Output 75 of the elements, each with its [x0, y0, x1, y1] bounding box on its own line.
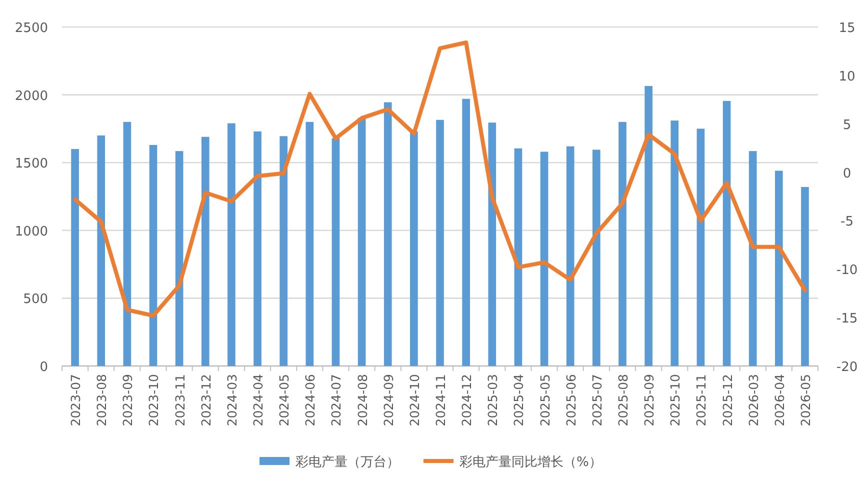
x-tick-label: 2024-05 [276, 374, 292, 426]
y-tick-label: 2000 [14, 88, 48, 104]
x-tick-label: 2024-06 [302, 374, 318, 426]
bar [748, 151, 757, 366]
bar [618, 122, 626, 366]
bar [696, 128, 705, 366]
x-tick-label: 2025-06 [563, 374, 578, 426]
bar [462, 98, 470, 366]
x-tick-label: 2025-08 [615, 374, 630, 426]
x-tick-label: 2024-04 [250, 374, 266, 426]
y-tick-label: 0 [40, 360, 48, 375]
x-tick-label: 2024-12 [459, 374, 474, 426]
bar [670, 120, 679, 366]
bar [149, 144, 158, 366]
x-tick-label: 2025-04 [511, 374, 526, 426]
bar [280, 136, 288, 366]
x-tick-label: 2025-11 [694, 374, 709, 426]
bar [384, 102, 392, 366]
legend-label: 彩电产量（万台） [296, 455, 400, 470]
bar [722, 100, 731, 366]
x-tick-label: 2024-07 [328, 374, 344, 426]
x-tick-label: 2026-03 [746, 374, 761, 426]
y-tick-label: 1500 [14, 156, 48, 172]
bar [774, 170, 783, 366]
bar [801, 187, 809, 366]
x-tick-label: 2024-11 [433, 374, 448, 426]
y2-tick-label: -20 [836, 360, 858, 375]
bar [306, 122, 314, 366]
bar [71, 149, 79, 366]
bar [436, 120, 444, 366]
bar [514, 148, 522, 366]
y-tick-label: 2500 [14, 21, 48, 36]
y2-tick-label: 0 [842, 166, 852, 182]
bar [123, 122, 132, 366]
x-tick-label: 2024-03 [224, 374, 240, 426]
y-tick-label: 1000 [14, 224, 48, 240]
bar [644, 86, 652, 366]
bar [566, 146, 574, 366]
bar [410, 131, 418, 366]
x-tick-label: 2026-05 [798, 374, 813, 426]
y2-tick-label: -15 [836, 312, 858, 327]
bar [228, 123, 236, 366]
x-tick-label: 2025-10 [668, 374, 683, 426]
legend-label: 彩电产量同比增长（%） [460, 455, 602, 470]
x-tick-label: 2025-03 [485, 374, 500, 426]
bar [540, 152, 548, 366]
bar [97, 135, 106, 366]
bar [358, 118, 366, 366]
x-tick-label: 2025-09 [642, 374, 657, 426]
y2-tick-label: -5 [840, 214, 854, 230]
bar [592, 150, 600, 366]
x-tick-label: 2023-10 [146, 374, 162, 426]
x-tick-label: 2023-12 [198, 374, 214, 426]
y2-tick-label: -10 [836, 263, 858, 278]
x-tick-label: 2026-04 [772, 374, 787, 426]
x-tick-label: 2023-07 [68, 374, 84, 426]
x-tick-label: 2024-09 [380, 374, 396, 426]
bar [488, 122, 496, 366]
bar [254, 131, 262, 366]
y-tick-label: 500 [23, 292, 48, 308]
bar [175, 151, 184, 366]
x-tick-label: 2024-10 [406, 374, 422, 426]
bar [332, 138, 340, 366]
bar [201, 136, 210, 366]
y2-tick-label: 10 [838, 69, 856, 84]
x-tick-label: 2023-08 [94, 374, 110, 426]
x-tick-label: 2024-08 [354, 374, 370, 426]
x-tick-label: 2023-09 [120, 374, 136, 426]
x-tick-label: 2025-05 [537, 374, 552, 426]
x-tick-label: 2025-07 [589, 374, 604, 426]
x-tick-label: 2025-12 [720, 374, 735, 426]
x-tick-label: 2023-11 [172, 374, 188, 426]
line-series [73, 40, 807, 318]
y2-tick-label: 5 [842, 118, 852, 133]
y2-tick-label: 15 [838, 21, 856, 36]
